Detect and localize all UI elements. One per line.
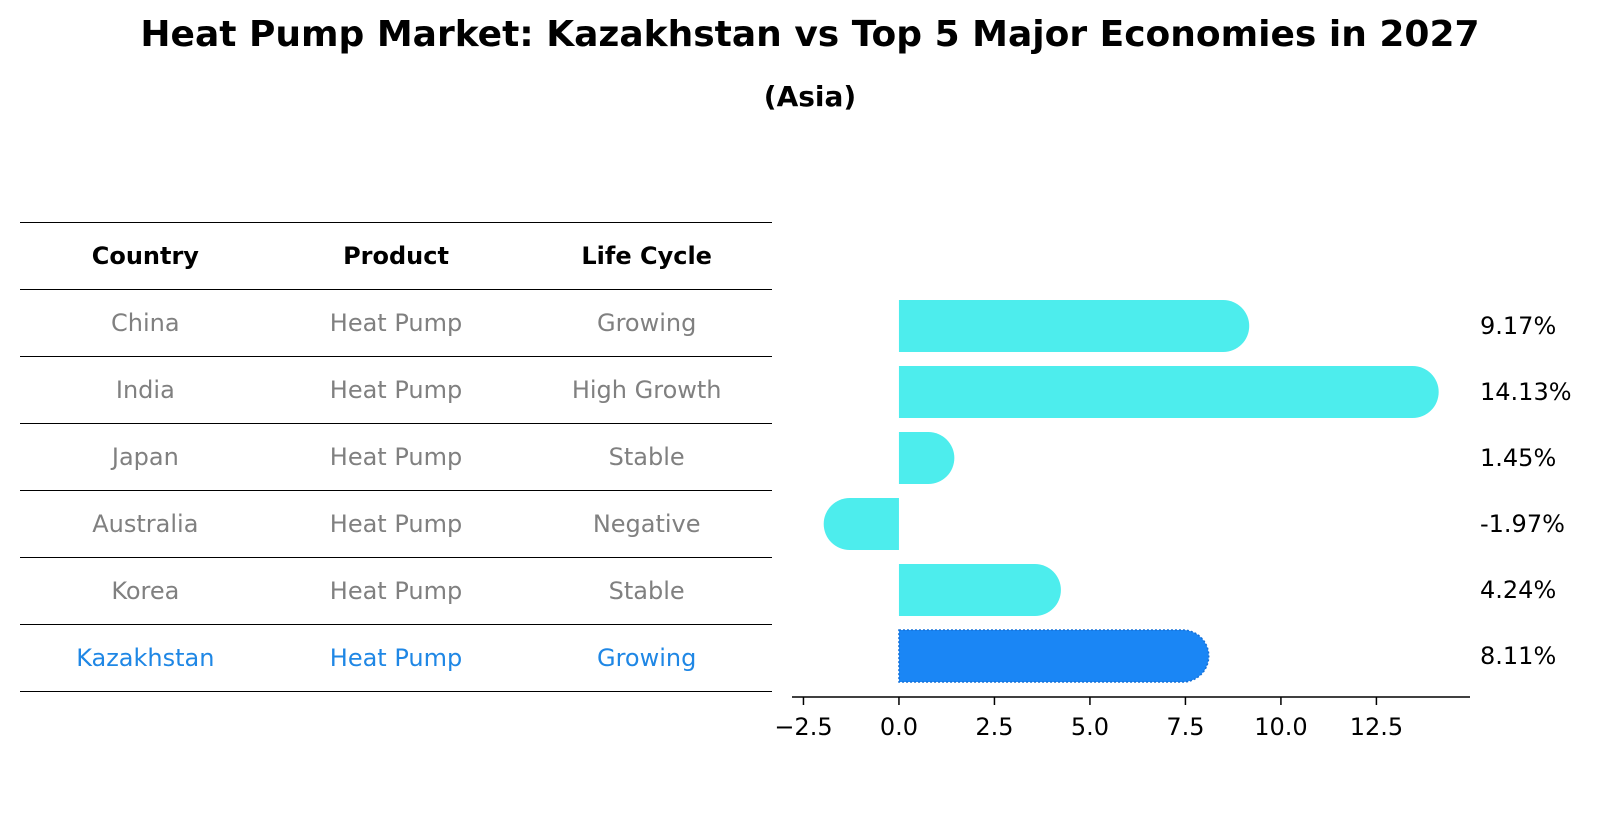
value-label: 4.24% — [1480, 576, 1556, 604]
table-header-row: Country Product Life Cycle — [20, 222, 772, 289]
header-country: Country — [91, 242, 199, 270]
value-label: 1.45% — [1480, 444, 1556, 472]
table-row: China Heat Pump Growing — [20, 289, 772, 356]
cell-life-cycle: Stable — [608, 443, 685, 471]
comparison-table: Country Product Life Cycle China Heat Pu… — [20, 222, 772, 692]
cell-life-cycle: Growing — [596, 644, 697, 672]
cell-country: Kazakhstan — [76, 644, 215, 672]
cell-product: Heat Pump — [329, 577, 463, 605]
cell-product: Heat Pump — [329, 443, 463, 471]
x-tick-label: 10.0 — [1254, 713, 1307, 741]
cell-life-cycle: Growing — [596, 309, 697, 337]
table-row: Japan Heat Pump Stable — [20, 423, 772, 490]
bar-china — [898, 300, 1250, 352]
cell-country: China — [111, 309, 180, 337]
chart-subtitle: (Asia) — [763, 80, 857, 113]
x-tick-label: 2.5 — [975, 713, 1013, 741]
cell-country: Japan — [111, 443, 179, 471]
bar-india — [898, 366, 1439, 418]
cell-country: Korea — [111, 577, 180, 605]
bar-japan — [898, 432, 955, 484]
cell-product: Heat Pump — [329, 376, 463, 404]
bar-korea — [898, 564, 1061, 616]
x-tick-label: 12.5 — [1350, 713, 1403, 741]
x-tick-label: 0.0 — [880, 713, 918, 741]
table-row: Australia Heat Pump Negative — [20, 490, 772, 557]
chart-title: Heat Pump Market: Kazakhstan vs Top 5 Ma… — [140, 14, 1480, 55]
table-row: Korea Heat Pump Stable — [20, 557, 772, 624]
header-life-cycle: Life Cycle — [581, 242, 712, 270]
cell-life-cycle: Negative — [592, 510, 701, 538]
cell-product: Heat Pump — [329, 510, 463, 538]
value-label: 9.17% — [1480, 312, 1556, 340]
table-row-highlight: Kazakhstan Heat Pump Growing — [20, 624, 772, 692]
cell-product: Heat Pump — [329, 309, 463, 337]
header-product: Product — [343, 242, 449, 270]
value-label: 8.11% — [1480, 642, 1556, 670]
cell-product: Heat Pump — [329, 644, 463, 672]
x-tick-label: −2.5 — [774, 713, 832, 741]
x-tick-label: 5.0 — [1071, 713, 1109, 741]
cell-life-cycle: High Growth — [571, 376, 722, 404]
cell-country: Australia — [92, 510, 199, 538]
bar-australia — [823, 498, 899, 550]
cell-life-cycle: Stable — [608, 577, 685, 605]
table-row: India Heat Pump High Growth — [20, 356, 772, 423]
bar-kazakhstan — [898, 629, 1210, 683]
value-label: -1.97% — [1480, 510, 1565, 538]
value-label: 14.13% — [1480, 378, 1572, 406]
cell-country: India — [115, 376, 175, 404]
x-tick-label: 7.5 — [1166, 713, 1204, 741]
